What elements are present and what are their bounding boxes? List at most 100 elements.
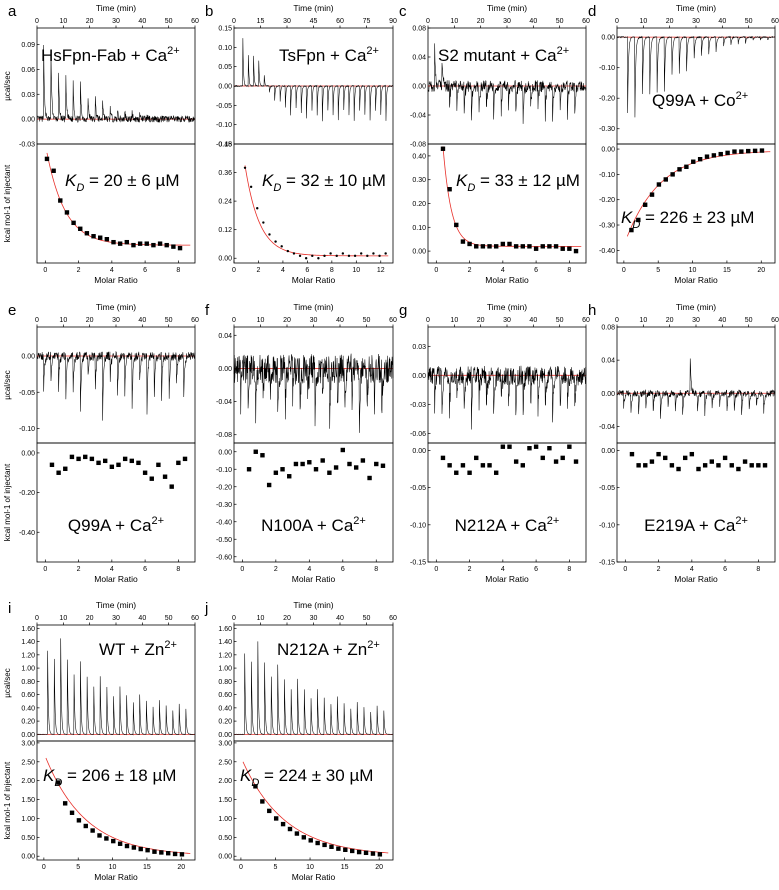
time-axis-label: Time (min) (676, 302, 716, 312)
isotherm-point (322, 842, 327, 848)
isotherm-point (78, 226, 83, 231)
time-tick-label: 40 (529, 317, 537, 324)
ratio-axis-label: Molar Ratio (674, 275, 718, 285)
condition-annotation: N100A + Ca2+ (261, 515, 366, 535)
enthalpy-tick-label: -0.30 (216, 502, 232, 509)
ratio-tick-label: 8 (567, 566, 571, 573)
isotherm-point (507, 241, 512, 247)
panel-label: c (399, 3, 407, 20)
isotherm-point (759, 148, 765, 153)
panel-a: a Time (min)0 10 20 30 40 50 60-0.030.000.030.0… (3, 3, 199, 285)
ratio-tick-label: 4 (281, 267, 285, 274)
time-tick-label: 10 (257, 317, 265, 324)
isotherm-point (380, 463, 386, 468)
isotherm-point (533, 444, 539, 449)
enthalpy-tick-label: 0.48 (218, 142, 232, 149)
enthalpy-tick-label: 3.00 (218, 740, 232, 747)
isotherm-point (111, 239, 116, 245)
time-tick-label: 20 (86, 615, 94, 622)
heat-tick-label: 0.60 (218, 692, 232, 699)
ratio-tick-label: 6 (143, 566, 147, 573)
time-tick-label: 20 (283, 615, 291, 622)
enthalpy-tick-label: 0.50 (218, 835, 232, 842)
time-tick-label: 40 (138, 615, 146, 622)
isotherm-point (333, 465, 339, 470)
isotherm-point (260, 453, 265, 458)
ratio-axis-label: Molar Ratio (485, 574, 529, 584)
panel-label: a (8, 3, 17, 20)
isotherm-point (649, 192, 655, 197)
ratio-tick-label: 4 (110, 566, 114, 573)
binding-isotherm-frame (427, 143, 587, 264)
isotherm-point (669, 463, 675, 468)
isotherm-point (243, 166, 247, 169)
isotherm-point (527, 244, 532, 249)
time-axis-label: Time (min) (96, 3, 136, 13)
isotherm-point (63, 466, 68, 471)
isotherm-point (711, 153, 717, 158)
ratio-tick-label: 2 (657, 566, 661, 573)
time-tick-label: 20 (477, 317, 485, 324)
isotherm-point (636, 217, 641, 223)
condition-annotation: N212A + Ca2+ (455, 515, 560, 535)
time-axis-label: Time (min) (96, 600, 136, 610)
isotherm-point (697, 156, 703, 162)
enthalpy-tick-label: -0.10 (599, 172, 615, 179)
time-tick-label: 30 (112, 615, 120, 622)
isotherm-point (370, 851, 376, 856)
isotherm-point (151, 242, 156, 248)
isotherm-point (702, 463, 708, 468)
isotherm-point (287, 474, 292, 479)
isotherm-point (292, 252, 296, 255)
enthalpy-tick-label: 2.50 (218, 759, 232, 766)
binding-isotherm-frame (616, 143, 776, 264)
heat-tick-label: -0.04 (599, 424, 615, 431)
time-axis-label: Time (min) (96, 302, 136, 312)
isotherm-point (663, 177, 668, 182)
enthalpy-tick-label: 0.10 (412, 225, 426, 232)
isotherm-point (460, 463, 466, 468)
isotherm-point (567, 246, 572, 251)
time-tick-label: 20 (666, 317, 674, 324)
enthalpy-tick-label: 2.50 (21, 759, 35, 766)
ratio-axis-label: Molar Ratio (485, 275, 529, 285)
isotherm-point (304, 257, 308, 260)
time-tick-label: 60 (389, 615, 397, 622)
isotherm-point (749, 463, 754, 468)
time-tick-label: 10 (450, 18, 458, 25)
isotherm-point (280, 467, 285, 472)
isotherm-point (696, 466, 701, 472)
enthalpy-tick-label: 0.00 (218, 449, 232, 456)
time-tick-label: 0 (615, 317, 619, 324)
enthalpy-tick-label: -0.30 (599, 223, 615, 230)
isotherm-point (176, 460, 181, 466)
ratio-tick-label: 6 (305, 267, 309, 274)
ratio-tick-label: 0 (239, 864, 243, 871)
isotherm-point (729, 463, 734, 468)
raw-heat-trace (616, 358, 776, 419)
heat-tick-label: 1.20 (21, 652, 35, 659)
enthalpy-tick-label: -0.15 (410, 560, 426, 567)
ratio-tick-label: 10 (306, 864, 314, 871)
isotherm-point (315, 840, 320, 846)
ratio-tick-label: 20 (757, 267, 765, 274)
time-tick-label: 30 (503, 18, 511, 25)
time-tick-label: 0 (426, 317, 430, 324)
isotherm-point (642, 202, 648, 207)
ratio-tick-label: 0 (232, 267, 236, 274)
ratio-axis-label: Molar Ratio (292, 872, 336, 882)
heat-tick-label: 0.04 (601, 358, 615, 365)
time-tick-label: 10 (59, 317, 67, 324)
isotherm-point (138, 846, 143, 852)
heat-tick-label: 0.09 (21, 42, 35, 49)
heat-tick-label: -0.15 (216, 142, 232, 149)
isotherm-point (527, 446, 532, 451)
isotherm-point (716, 463, 721, 468)
heat-tick-label: -0.04 (410, 113, 426, 120)
time-tick-label: 20 (477, 18, 485, 25)
enthalpy-tick-label: 2.00 (218, 778, 232, 785)
ratio-tick-label: 20 (177, 864, 185, 871)
isotherm-point (756, 463, 761, 468)
isotherm-point (117, 841, 123, 846)
heat-tick-label: 0.00 (21, 354, 35, 361)
